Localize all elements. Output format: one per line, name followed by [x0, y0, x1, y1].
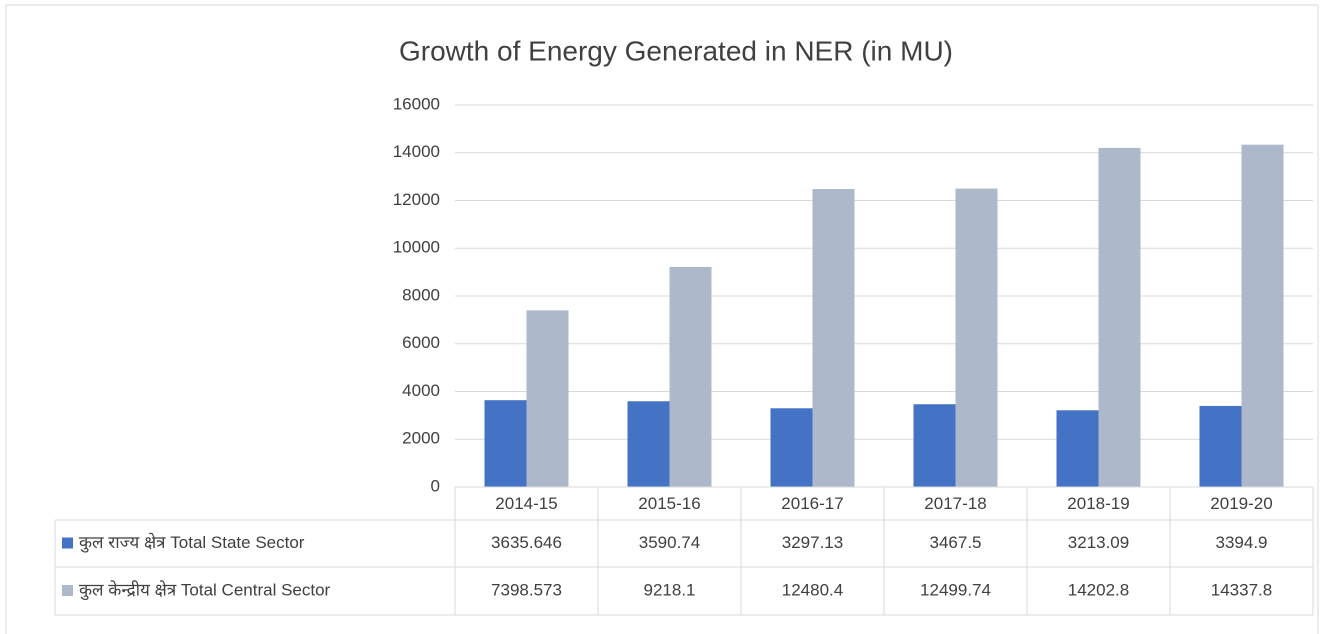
legend-label: कुल राज्य क्षेत्र Total State Sector [79, 532, 305, 553]
y-tick-label: 8000 [402, 285, 440, 304]
table-cell: 14337.8 [1211, 580, 1272, 599]
table-cell: 3297.13 [782, 533, 843, 552]
y-tick-label: 10000 [393, 238, 440, 257]
x-tick-label: 2014-15 [495, 494, 557, 513]
y-tick-label: 16000 [393, 94, 440, 113]
bar [913, 404, 956, 487]
bar [812, 189, 855, 487]
chart-border [5, 4, 1319, 634]
table-cell: 12499.74 [920, 580, 991, 599]
table-cell: 3213.09 [1068, 533, 1129, 552]
bar [627, 401, 670, 487]
x-tick-label: 2019-20 [1210, 494, 1272, 513]
table-cell: 3467.5 [930, 533, 982, 552]
table-cell: 7398.573 [491, 580, 562, 599]
table-cell: 12480.4 [782, 580, 843, 599]
y-tick-label: 14000 [393, 142, 440, 161]
x-tick-label: 2018-19 [1067, 494, 1129, 513]
table-cell: 14202.8 [1068, 580, 1129, 599]
y-tick-label: 4000 [402, 381, 440, 400]
bar [770, 408, 813, 487]
y-tick-label: 0 [431, 476, 440, 495]
bar [1241, 144, 1284, 487]
bar [955, 188, 998, 487]
y-tick-label: 12000 [393, 190, 440, 209]
chart-title: Growth of Energy Generated in NER (in MU… [399, 35, 953, 66]
legend-label: कुल केन्द्रीय क्षेत्र Total Central Sect… [79, 579, 331, 600]
bar [484, 400, 527, 487]
table-cell: 9218.1 [644, 580, 696, 599]
bar [1056, 410, 1099, 487]
y-tick-label: 2000 [402, 429, 440, 448]
legend-key [62, 585, 73, 596]
x-tick-label: 2017-18 [924, 494, 986, 513]
legend-key [62, 537, 73, 549]
x-tick-label: 2015-16 [638, 494, 700, 513]
bar [526, 310, 569, 487]
bar [1199, 405, 1242, 487]
bar [1098, 147, 1141, 488]
table-cell: 3590.74 [639, 533, 700, 552]
bar [669, 266, 712, 487]
y-tick-label: 6000 [402, 333, 440, 352]
x-tick-label: 2016-17 [781, 494, 843, 513]
table-cell: 3394.9 [1216, 533, 1268, 552]
table-cell: 3635.646 [491, 533, 562, 552]
